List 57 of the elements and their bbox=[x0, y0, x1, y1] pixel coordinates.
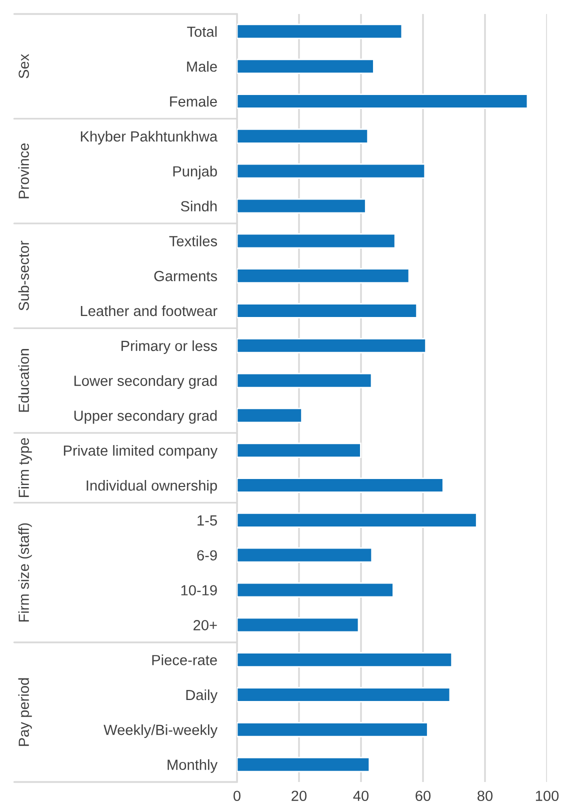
text: Firm size (staff) bbox=[18, 523, 32, 622]
y-tick-label: Garments bbox=[154, 270, 218, 282]
bar bbox=[237, 24, 403, 40]
bar bbox=[237, 303, 418, 318]
x-tick-label: 60 bbox=[416, 790, 431, 802]
x-tick-label: 100 bbox=[536, 790, 559, 802]
bar bbox=[237, 128, 369, 144]
y-tick-label: Leather and footwear bbox=[80, 305, 218, 316]
bar bbox=[237, 268, 410, 284]
bar bbox=[237, 512, 478, 528]
y-tick-label: Piece-rate bbox=[152, 654, 217, 666]
bar bbox=[237, 198, 366, 214]
x-tick-label: 80 bbox=[478, 790, 493, 802]
bar bbox=[237, 478, 444, 493]
text: Sex bbox=[18, 54, 29, 78]
bar bbox=[237, 617, 360, 633]
y-tick-label: Upper secondary grad bbox=[74, 410, 217, 424]
y-tick-label: Male bbox=[187, 61, 217, 72]
y-tick-label: Monthly bbox=[168, 759, 218, 773]
y-tick-label: Individual ownership bbox=[86, 480, 217, 494]
y-tick-label: Private limited company bbox=[64, 445, 218, 459]
x-tick-label: 20 bbox=[292, 790, 307, 802]
y-tick-label: 10-19 bbox=[181, 585, 217, 596]
bar bbox=[237, 756, 370, 772]
bar bbox=[237, 163, 426, 179]
text: Pay period bbox=[18, 678, 32, 746]
bar bbox=[237, 94, 528, 109]
y-tick-label: Khyber Pakhtunkhwa bbox=[80, 130, 218, 144]
y-tick-label: Sindh bbox=[180, 200, 217, 212]
y-tick-label: Textiles bbox=[169, 236, 218, 246]
y-tick-label: Punjab bbox=[173, 166, 217, 180]
bar bbox=[237, 442, 362, 458]
y-tick-label: Female bbox=[170, 96, 217, 107]
y-tick-label: Lower secondary grad bbox=[74, 375, 217, 389]
text: Province bbox=[18, 143, 29, 198]
y-tick-label: 1-5 bbox=[198, 515, 217, 526]
text: Firm type bbox=[18, 438, 32, 498]
bar bbox=[237, 722, 428, 738]
bar bbox=[237, 372, 372, 388]
y-tick-label: 6-9 bbox=[197, 550, 217, 561]
bar bbox=[237, 408, 302, 424]
bar bbox=[237, 687, 451, 702]
text: Education bbox=[18, 349, 29, 412]
bar bbox=[237, 582, 394, 598]
text: Sub-sector bbox=[18, 240, 29, 310]
bar bbox=[237, 652, 453, 668]
y-tick-label: 20+ bbox=[194, 620, 217, 630]
y-tick-label: Daily bbox=[186, 689, 218, 704]
bar bbox=[237, 233, 396, 249]
bar bbox=[237, 547, 373, 563]
y-tick-label: Total bbox=[187, 26, 217, 37]
y-tick-label: Primary or less bbox=[122, 340, 218, 354]
y-tick-label: Weekly/Bi-weekly bbox=[104, 724, 218, 738]
bar bbox=[237, 338, 426, 354]
bar bbox=[237, 58, 374, 74]
x-tick-label: 0 bbox=[234, 790, 240, 802]
x-tick-label: 40 bbox=[353, 790, 369, 802]
